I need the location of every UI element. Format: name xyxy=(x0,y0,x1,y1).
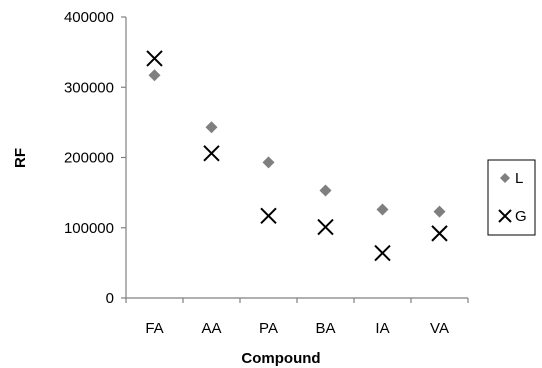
x-tick-label: IA xyxy=(375,320,389,337)
data-point-g xyxy=(203,145,220,162)
x-axis-ticks: FA AA PA BA IA VA xyxy=(125,298,469,337)
y-tick-label: 300000 xyxy=(64,79,114,96)
data-point-l xyxy=(205,121,218,134)
y-axis-title: RF xyxy=(12,148,29,168)
data-point-g xyxy=(374,244,391,262)
y-tick-label: 400000 xyxy=(64,9,114,26)
y-tick-label: 100000 xyxy=(64,220,114,237)
data-point-g xyxy=(260,207,277,225)
y-axis-ticks: 0 100000 200000 300000 400000 xyxy=(64,9,126,307)
data-point-l xyxy=(433,205,446,218)
data-point-l xyxy=(148,69,161,82)
x-tick-label: FA xyxy=(145,320,163,337)
legend-marker-g xyxy=(498,209,512,223)
y-tick-label: 200000 xyxy=(64,150,114,167)
legend-marker-l xyxy=(500,173,510,183)
x-tick-label: BA xyxy=(315,320,335,337)
data-point-g xyxy=(317,218,334,236)
legend: LG xyxy=(487,159,536,236)
plot-area xyxy=(125,17,468,299)
y-tick-label: 0 xyxy=(106,290,114,307)
data-point-g xyxy=(146,50,163,67)
legend-label-g: G xyxy=(515,208,527,225)
x-tick-label: PA xyxy=(259,320,278,337)
x-tick-label: AA xyxy=(201,320,221,337)
data-point-l xyxy=(262,156,275,169)
data-point-g xyxy=(431,225,448,242)
x-axis-title: Compound xyxy=(241,350,320,367)
data-point-l xyxy=(376,203,389,216)
x-tick-label: VA xyxy=(430,320,449,337)
legend-box xyxy=(487,159,536,236)
data-point-l xyxy=(319,184,332,197)
data-marks xyxy=(146,50,448,262)
legend-label-l: L xyxy=(515,170,523,187)
